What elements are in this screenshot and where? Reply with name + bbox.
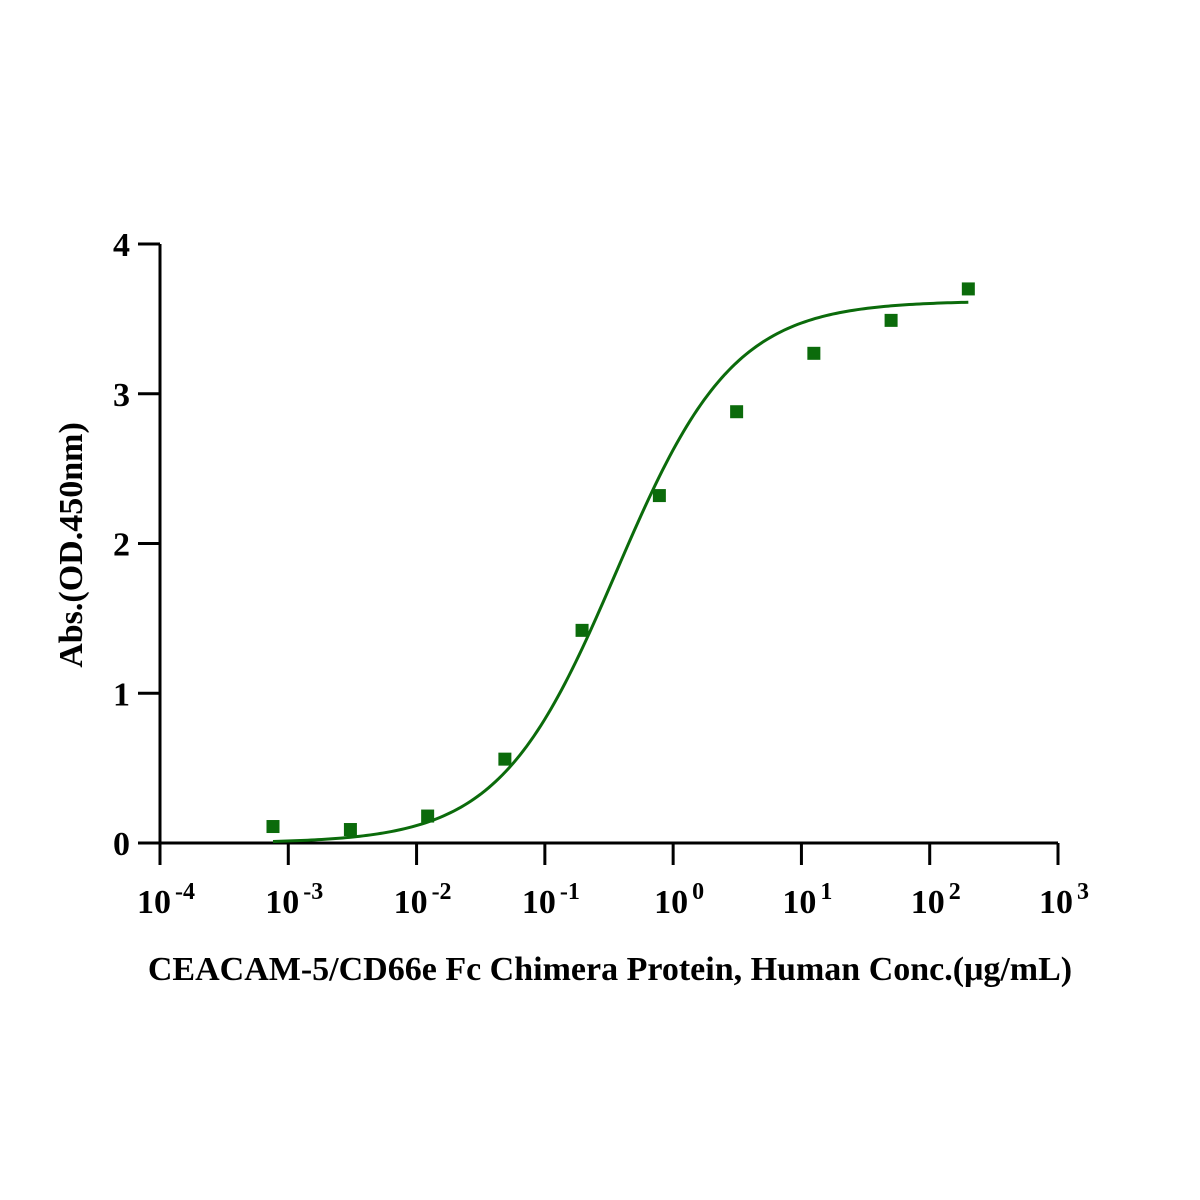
x-tick-label: 10 -4 bbox=[137, 879, 195, 921]
y-tick-label: 3 bbox=[113, 377, 130, 414]
data-point bbox=[961, 282, 975, 296]
y-tick-label: 2 bbox=[113, 527, 130, 564]
x-tick-label: 10 0 bbox=[654, 879, 704, 921]
x-tick-label: 10 -1 bbox=[522, 879, 580, 921]
data-point bbox=[266, 820, 280, 834]
y-tick-label: 4 bbox=[113, 227, 130, 264]
data-point bbox=[498, 752, 512, 766]
x-axis: 10 -4 10 -3 10 -2 10 -1 10 0 10 1 10 2 10 3 bbox=[137, 841, 1089, 921]
x-tick-label: 10 1 bbox=[782, 879, 832, 921]
fit-curve bbox=[272, 300, 969, 843]
fit-curve-layer bbox=[272, 300, 969, 843]
x-tick-label: 10 2 bbox=[911, 879, 961, 921]
y-axis-title: Abs.(OD.450nm) bbox=[53, 422, 90, 668]
x-tick-label: 10 3 bbox=[1039, 879, 1089, 921]
y-axis: 0 1 2 3 4 bbox=[113, 227, 162, 863]
y-tick-label: 0 bbox=[113, 826, 130, 863]
data-point bbox=[421, 809, 435, 823]
data-point bbox=[652, 489, 666, 503]
x-tick-label: 10 -2 bbox=[394, 879, 452, 921]
y-tick-label: 1 bbox=[113, 676, 130, 713]
data-point bbox=[807, 346, 821, 360]
data-point bbox=[575, 623, 589, 637]
data-point bbox=[730, 405, 744, 419]
x-axis-title: CEACAM-5/CD66e Fc Chimera Protein, Human… bbox=[148, 951, 1072, 988]
data-point bbox=[343, 823, 357, 837]
data-points-layer bbox=[266, 282, 975, 837]
data-point bbox=[884, 313, 898, 327]
x-tick-label: 10 -3 bbox=[265, 879, 323, 921]
